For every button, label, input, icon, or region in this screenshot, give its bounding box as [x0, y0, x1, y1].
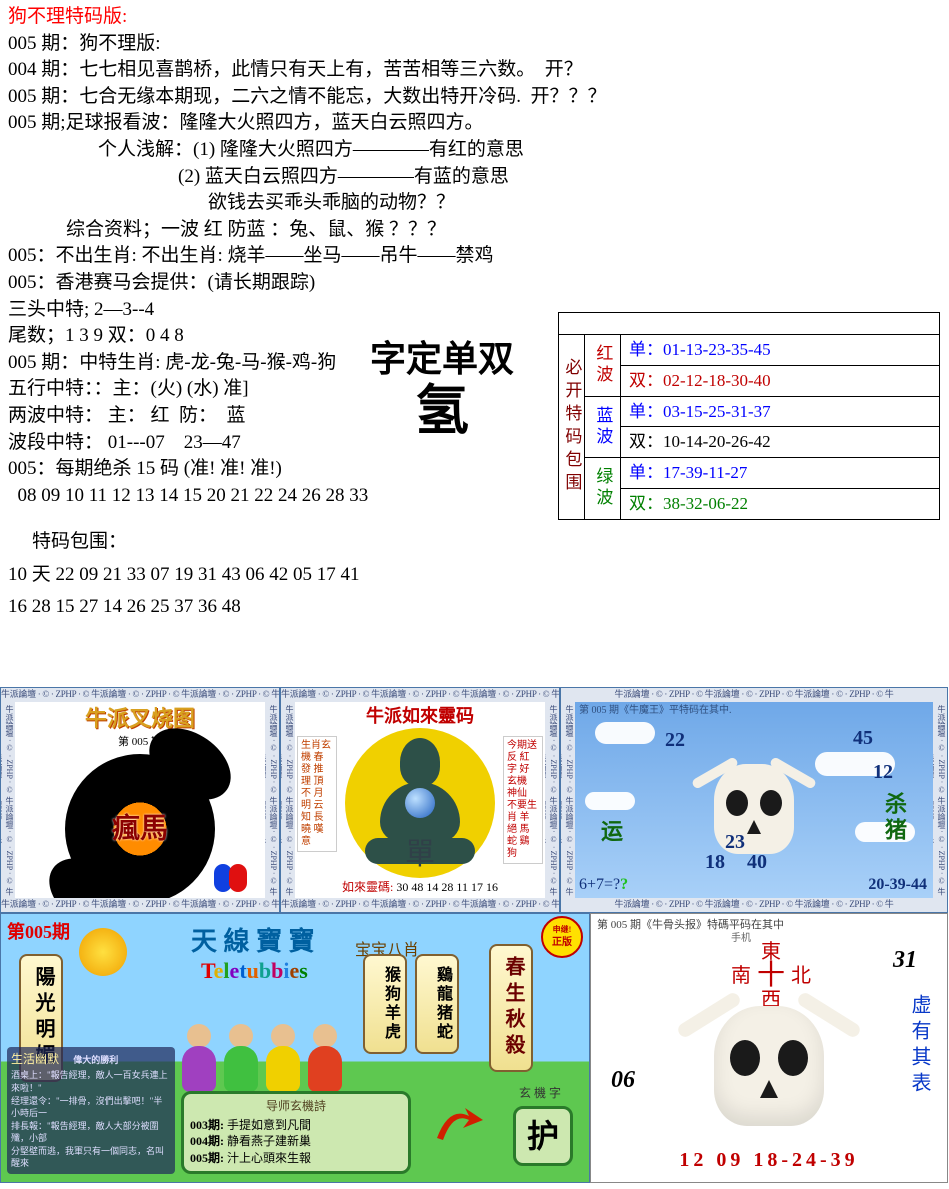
card4-issue: 第005期: [7, 920, 70, 945]
tubby-icon: [223, 1024, 259, 1092]
text-line: 个人浅解：(1) 隆隆大火照四方————有红的意思: [8, 137, 941, 164]
card3-num: 23: [725, 828, 745, 856]
card-buddha: 牛派論壇 · © · ZPHP · © 牛派論壇 · © · ZPHP · © …: [280, 687, 560, 913]
card2-bottom-label: 如來靈碼:: [342, 880, 393, 894]
wave-cell: 双：10-14-20-26-42: [621, 427, 939, 457]
wave-cell: 单：01-13-23-35-45: [621, 335, 939, 366]
card-hurricane: 牛派論壇 · © · ZPHP · © 牛派論壇 · © · ZPHP · © …: [0, 687, 280, 913]
text-line: 005：不出生肖: 不出生肖: 烧羊——坐马——吊牛——禁鸡: [8, 243, 941, 270]
zphp-border: 牛派論壇 · © · ZPHP · © 牛派論壇 · © · ZPHP · © …: [561, 702, 575, 898]
teletubbies-logo: Teletubbies: [201, 956, 308, 987]
orb-icon: [405, 788, 435, 818]
center-line2: 氢: [370, 382, 514, 441]
skull-icon: [684, 984, 854, 1144]
zphp-border: 牛派論壇 · © · ZPHP · © 牛派論壇 · © · ZPHP · © …: [265, 702, 279, 898]
card4-title: 天 線 寶 寶: [191, 924, 315, 960]
poem-line: 005期: 汁上心頭來生報: [190, 1150, 402, 1167]
nums-row: 16 28 15 27 14 26 25 37 36 48: [8, 594, 941, 621]
zphp-border: 牛派論壇 · © · ZPHP · © 牛派論壇 · © · ZPHP · © …: [1, 898, 279, 912]
card-teletubbies: 第005期 天 線 寶 寶 Teletubbies 宝宝八肖 陽光明媚 猴狗羊虎…: [0, 913, 590, 1183]
text-line: 欲钱去买乖头乖脑的动物？？: [8, 190, 941, 217]
nums-row: 10 天 22 09 21 33 07 19 31 43 06 42 05 17…: [8, 562, 941, 589]
image-gallery: 牛派論壇 · © · ZPHP · © 牛派論壇 · © · ZPHP · © …: [0, 687, 949, 1183]
card3-math: 6+7=??: [579, 874, 628, 896]
wave-table: 必开特码包围 红波单：01-13-23-35-45双：02-12-18-30-4…: [558, 312, 940, 520]
card-compass-skull: 第 005 期《牛骨头报》特碼平码在其中 手机 東 南十北 西 31 06 虚有…: [590, 913, 948, 1183]
card2-bottom-nums: 30 48 14 28 11 17 16: [396, 880, 498, 894]
card3-text: 运: [601, 817, 623, 848]
card5-vtext: 虚有其表: [905, 994, 933, 1098]
zphp-border: 牛派論壇 · © · ZPHP · © 牛派論壇 · © · ZPHP · © …: [281, 898, 559, 912]
card4-hu-label: 玄 機 字: [519, 1085, 561, 1102]
tubby-icon: [181, 1024, 217, 1092]
text-line: 005 期：狗不理版:: [8, 31, 941, 58]
pill-pair-icon: [214, 864, 247, 892]
text-line: 005 期;足球报看波：隆隆大火照四方，蓝天白云照四方。: [8, 110, 941, 137]
poem-box: 导师玄機詩 003期: 手提如意到凡間004期: 静看燕子建新巢005期: 汁上…: [181, 1091, 411, 1174]
card3-text: 杀猪: [878, 792, 909, 844]
table-left-label: 必开特码包围: [559, 335, 585, 519]
poem-line: 003期: 手提如意到凡間: [190, 1117, 402, 1134]
zphp-border: 牛派論壇 · © · ZPHP · © 牛派論壇 · © · ZPHP · © …: [561, 898, 947, 912]
card3-num: 40: [747, 848, 767, 876]
vertical-banner: 猴狗羊虎: [363, 954, 407, 1054]
sun-icon: [79, 928, 127, 976]
card-skull-sky: 牛派論壇 · © · ZPHP · © 牛派論壇 · © · ZPHP · © …: [560, 687, 948, 913]
card3-num: 12: [873, 758, 893, 786]
card5-top: 第 005 期《牛骨头报》特碼平码在其中: [597, 918, 784, 933]
hurricane-icon: 瘋馬: [65, 754, 215, 904]
zphp-border: 牛派論壇 · © · ZPHP · © 牛派論壇 · © · ZPHP · © …: [561, 688, 947, 702]
wave-cell: 双：38-32-06-22: [621, 489, 939, 519]
card2-left-note: 生肖玄機 春 發 推 理 頂 不 月 明 云 知 長 曉 嘆 意: [297, 736, 337, 852]
text-line: 综合资料；一波 红 防蓝 ：兔、鼠、猴 ？？？: [8, 217, 941, 244]
card3-top: 第 005 期《牛魔王》平特码在其中.: [579, 704, 732, 718]
wave-cell: 单：03-15-25-31-37: [621, 397, 939, 428]
card3-bottom: 20-39-44: [868, 874, 927, 896]
center-line1: 字定单双: [370, 339, 514, 379]
arrow-icon: [429, 1098, 489, 1158]
card3-num: 18: [705, 848, 725, 876]
wave-cell: 单：17-39-11-27: [621, 458, 939, 489]
zphp-border: 牛派論壇 · © · ZPHP · © 牛派論壇 · © · ZPHP · © …: [933, 702, 947, 898]
card2-bottom: 如來靈碼: 30 48 14 28 11 17 16: [295, 879, 545, 896]
stamp-icon: 申继! 正版: [541, 916, 583, 958]
card1-title: 牛派叉烧图: [15, 704, 265, 735]
wave-cell: 双：02-12-18-30-40: [621, 366, 939, 396]
card2-dan: 單: [405, 834, 435, 876]
zphp-border: 牛派論壇 · © · ZPHP · © 牛派論壇 · © · ZPHP · © …: [281, 688, 559, 702]
card5-num: 06: [611, 1064, 635, 1098]
card2-title: 牛派如來靈码: [295, 704, 545, 729]
card2-right-note: 今期送反 紅字 好玄機 神仙 不要生肖 羊 絕 馬 蛇 鷄 狗: [503, 736, 543, 864]
title: 狗不理特码版:: [8, 4, 941, 31]
zphp-border: 牛派論壇 · © · ZPHP · © 牛派論壇 · © · ZPHP · © …: [545, 702, 559, 898]
card5-bottom: 12 09 18-24-39: [591, 1146, 947, 1174]
text-line: (2) 蓝天白云照四方————有蓝的意思: [8, 164, 941, 191]
card4-hu: 护: [513, 1106, 573, 1166]
card1-issue: 第 005 期: [15, 735, 265, 750]
card3-num: 45: [853, 724, 873, 752]
zphp-border: 牛派論壇 · © · ZPHP · © 牛派論壇 · © · ZPHP · © …: [281, 702, 295, 898]
center-characters: 字定单双 氢: [370, 340, 514, 441]
wave-name: 蓝波: [585, 397, 621, 458]
vertical-banner: 鷄龍猪蛇: [415, 954, 459, 1054]
card3-num: 22: [665, 726, 685, 754]
tubby-icon: [307, 1024, 343, 1092]
vertical-banner: 春生秋殺: [489, 944, 533, 1072]
tubby-icon: [265, 1024, 301, 1092]
nums-heading: 特码包围：: [8, 529, 941, 556]
zphp-border: 牛派論壇 · © · ZPHP · © 牛派論壇 · © · ZPHP · © …: [1, 688, 279, 702]
zphp-border: 牛派論壇 · © · ZPHP · © 牛派論壇 · © · ZPHP · © …: [1, 702, 15, 898]
poem-line: 004期: 静看燕子建新巢: [190, 1133, 402, 1150]
card1-center-text: 瘋馬: [112, 810, 168, 849]
wave-name: 绿波: [585, 458, 621, 519]
text-line: 004 期：七七相见喜鹊桥，此情只有天上有，苦苦相等三六数。 开？: [8, 57, 941, 84]
text-line: 005 期：七合无缘本期现，二六之情不能忘，大数出特开冷码. 开？？？: [8, 84, 941, 111]
table-header: [559, 313, 939, 335]
life-humor-box: 生活幽默 偉大的勝利 酒桌上："報告經理，敵人一百女兵連上來啦！" 经理還令："…: [7, 1047, 175, 1175]
card5-num: 31: [893, 944, 917, 978]
text-line: 005：香港赛马会提供：(请长期跟踪): [8, 270, 941, 297]
wave-name: 红波: [585, 335, 621, 396]
